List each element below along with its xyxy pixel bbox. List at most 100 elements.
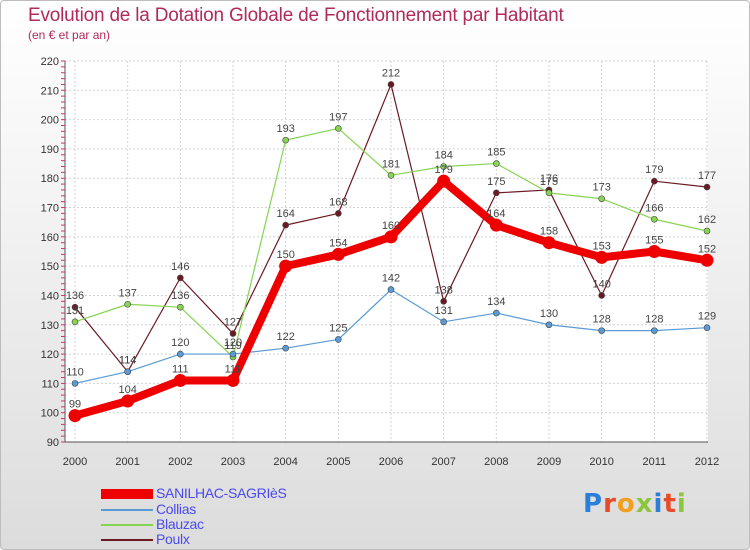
data-point: [71, 303, 79, 311]
data-label: 130: [540, 308, 558, 320]
y-tick-label: 140: [41, 290, 59, 302]
legend-label-poulx: Poulx: [156, 531, 190, 547]
data-point: [226, 373, 240, 387]
y-tick-label: 90: [47, 437, 59, 449]
data-point: [703, 183, 711, 191]
data-label: 158: [540, 226, 558, 238]
data-label: 164: [487, 208, 505, 220]
y-tick-label: 120: [41, 349, 59, 361]
data-point: [177, 274, 184, 282]
data-point: [440, 318, 447, 326]
x-tick-label: 2010: [589, 456, 613, 468]
data-point: [279, 259, 293, 273]
y-tick-label: 170: [41, 203, 59, 215]
x-tick-label: 2001: [115, 456, 139, 468]
data-label: 212: [382, 67, 400, 79]
data-label: 146: [171, 261, 189, 273]
data-point: [700, 253, 714, 267]
y-tick-label: 150: [41, 261, 59, 273]
data-label: 184: [434, 150, 452, 162]
data-label: 122: [276, 331, 294, 343]
data-point: [384, 230, 398, 244]
x-tick-label: 2005: [326, 456, 350, 468]
data-point: [71, 380, 79, 387]
data-point: [282, 136, 289, 144]
x-tick-label: 2007: [431, 456, 455, 468]
data-label: 114: [119, 355, 137, 367]
data-label: 114: [119, 355, 137, 367]
data-label: 197: [329, 111, 347, 123]
data-point: [545, 321, 553, 329]
data-point: [651, 177, 658, 185]
data-point: [173, 373, 187, 387]
data-point: [595, 250, 609, 264]
y-tick-label: 210: [41, 85, 59, 97]
data-point: [493, 309, 500, 317]
y-tick-label: 100: [41, 408, 59, 420]
legend-label-sanilhac: SANILHAC-SAGRIèS: [156, 485, 287, 501]
data-point: [71, 318, 79, 326]
data-label: 193: [276, 123, 294, 135]
data-point: [282, 344, 289, 352]
data-point: [651, 327, 658, 334]
data-label: 137: [118, 287, 136, 299]
x-tick-label: 2002: [168, 456, 192, 468]
data-point: [177, 303, 184, 311]
data-label: 168: [329, 196, 347, 208]
data-label: 110: [66, 366, 84, 378]
y-tick-label: 130: [41, 320, 59, 332]
data-label: 162: [698, 214, 716, 226]
proxiti-logo: Proxiti: [583, 489, 687, 519]
data-label: 153: [592, 240, 610, 252]
data-point: [121, 394, 135, 408]
data-point: [387, 286, 395, 293]
data-label: 185: [487, 147, 505, 159]
x-tick-label: 2008: [484, 456, 508, 468]
data-label: 136: [171, 290, 189, 302]
legend-label-blauzac: Blauzac: [156, 516, 204, 532]
data-label: 175: [540, 176, 558, 188]
data-label: 150: [276, 249, 294, 261]
legend-swatch-poulx: [101, 539, 153, 541]
data-point: [282, 221, 289, 229]
data-label: 166: [645, 202, 663, 214]
data-point: [493, 189, 500, 197]
data-label: 128: [645, 314, 663, 326]
data-point: [124, 368, 131, 375]
data-label: 99: [69, 399, 81, 411]
data-label: 131: [434, 305, 452, 317]
x-tick-label: 2006: [379, 456, 403, 468]
x-tick-label: 2009: [537, 456, 561, 468]
data-label: 120: [224, 337, 242, 349]
data-label: 179: [645, 164, 663, 176]
data-label: 131: [66, 305, 84, 317]
data-label: 104: [118, 384, 136, 396]
data-point: [229, 330, 237, 337]
data-label: 136: [66, 290, 84, 302]
data-label: 142: [382, 273, 400, 285]
data-label: 154: [329, 237, 347, 249]
data-point: [703, 227, 711, 235]
data-label: 120: [171, 337, 189, 349]
y-tick-label: 190: [41, 144, 59, 156]
data-point: [387, 172, 395, 179]
data-label: 111: [225, 363, 242, 375]
data-point: [68, 409, 82, 423]
data-label: 176: [540, 173, 558, 185]
data-point: [335, 336, 342, 343]
data-point: [489, 218, 503, 232]
data-label: 138: [434, 284, 452, 296]
data-label: 140: [592, 278, 610, 290]
y-tick-label: 160: [41, 232, 59, 244]
data-point: [598, 292, 605, 299]
data-label: 127: [224, 317, 242, 329]
data-point: [335, 210, 342, 217]
data-point: [331, 247, 345, 261]
x-tick-label: 2011: [643, 456, 667, 468]
x-tick-label: 2012: [695, 456, 719, 468]
data-point: [545, 189, 553, 197]
data-point: [387, 81, 395, 88]
legend-swatch-collias: [101, 509, 153, 511]
data-point: [437, 174, 451, 188]
